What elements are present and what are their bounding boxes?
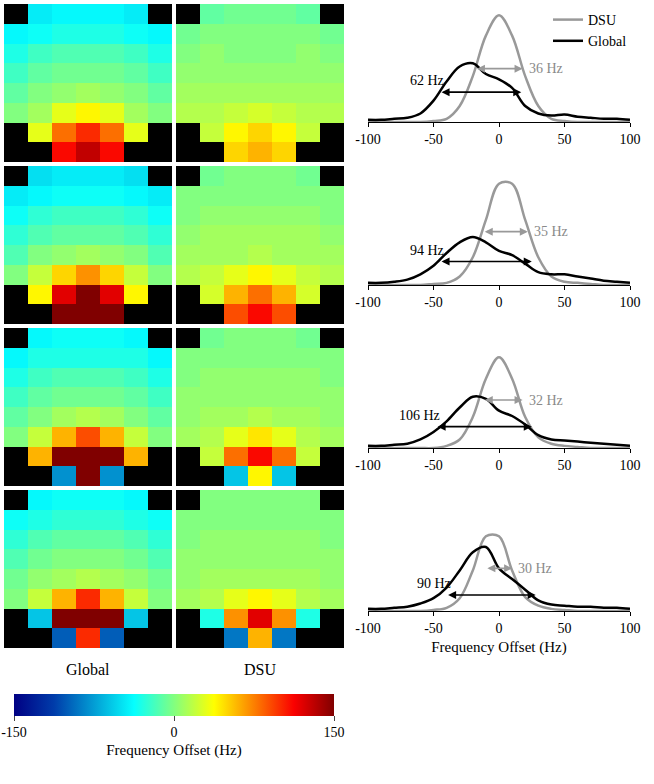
svg-text:-50: -50	[424, 132, 443, 147]
svg-text:36 Hz: 36 Hz	[529, 61, 563, 76]
svg-text:-100: -100	[355, 132, 381, 147]
svg-text:0: 0	[496, 458, 503, 473]
svg-text:-100: -100	[355, 621, 381, 636]
svg-text:DSU: DSU	[244, 661, 276, 678]
svg-text:-150: -150	[1, 725, 27, 740]
svg-text:50: 50	[558, 295, 572, 310]
svg-text:0: 0	[496, 132, 503, 147]
svg-text:-50: -50	[424, 295, 443, 310]
svg-text:30 Hz: 30 Hz	[518, 561, 552, 576]
svg-text:106 Hz: 106 Hz	[399, 408, 440, 423]
svg-text:0: 0	[171, 725, 178, 740]
svg-text:Global: Global	[66, 661, 110, 678]
svg-text:150: 150	[324, 725, 345, 740]
svg-text:-50: -50	[424, 458, 443, 473]
svg-text:Global: Global	[588, 34, 626, 49]
svg-text:Frequency Offset (Hz): Frequency Offset (Hz)	[431, 639, 567, 656]
svg-text:32 Hz: 32 Hz	[529, 393, 563, 408]
svg-text:94 Hz: 94 Hz	[410, 243, 444, 258]
svg-text:DSU: DSU	[588, 13, 616, 28]
svg-text:-100: -100	[355, 295, 381, 310]
svg-text:50: 50	[558, 458, 572, 473]
svg-text:35 Hz: 35 Hz	[534, 224, 568, 239]
svg-text:50: 50	[558, 132, 572, 147]
svg-text:0: 0	[496, 621, 503, 636]
svg-text:50: 50	[558, 621, 572, 636]
svg-text:62 Hz: 62 Hz	[410, 73, 444, 88]
svg-text:100: 100	[620, 621, 641, 636]
svg-text:-50: -50	[424, 621, 443, 636]
svg-text:100: 100	[620, 295, 641, 310]
svg-text:90 Hz: 90 Hz	[417, 576, 451, 591]
svg-text:0: 0	[496, 295, 503, 310]
svg-text:100: 100	[620, 132, 641, 147]
svg-text:-100: -100	[355, 458, 381, 473]
svg-text:Frequency Offset (Hz): Frequency Offset (Hz)	[106, 742, 242, 759]
svg-text:100: 100	[620, 458, 641, 473]
